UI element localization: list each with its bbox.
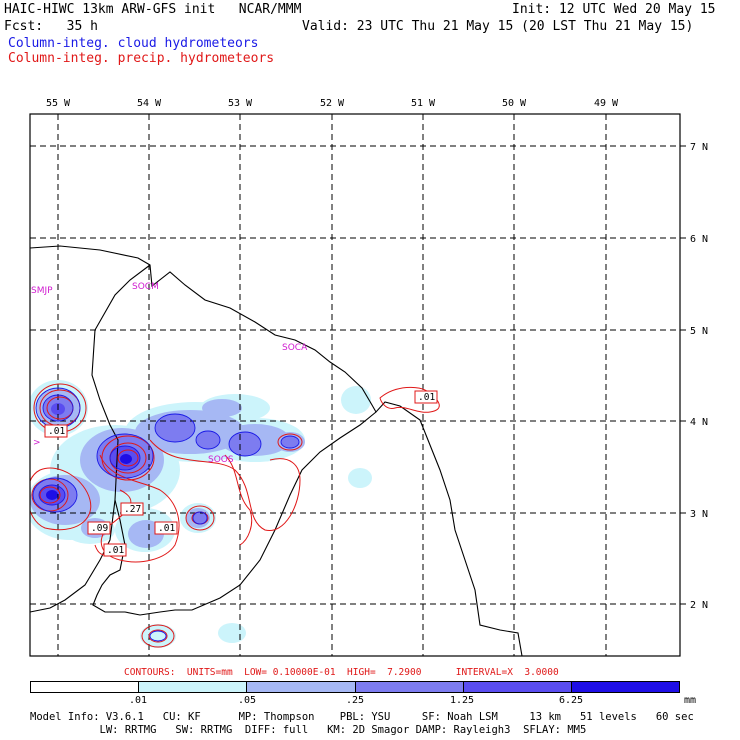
- forecast-hour: Fcst: 35 h: [4, 19, 98, 34]
- contour-label: .27: [124, 504, 141, 515]
- field-cloud-legend: Column-integ. cloud hydrometeors: [8, 36, 259, 51]
- station-soca: SOCA: [282, 343, 308, 353]
- coastline: [30, 245, 523, 656]
- lon-label: 51 W: [411, 98, 436, 109]
- colorbar-seg: [247, 682, 356, 692]
- colorbar-tick: 1.25: [450, 695, 475, 706]
- contour-label: .01: [158, 523, 175, 534]
- lat-label: 4 N: [690, 417, 708, 428]
- lon-label: 50 W: [502, 98, 527, 109]
- valid-time: Valid: 23 UTC Thu 21 May 15 (20 LST Thu …: [302, 19, 694, 34]
- map-frame: [29, 113, 681, 657]
- colorbar-seg: [463, 682, 572, 692]
- station-smjp: SMJP: [31, 286, 53, 296]
- model-info-line1: Model Info: V3.6.1 CU: KF MP: Thompson P…: [30, 711, 694, 723]
- contour-label: .01: [48, 426, 65, 437]
- init-time: Init: 12 UTC Wed 20 May 15: [512, 2, 716, 17]
- precip-contours: [30, 383, 440, 648]
- colorbar-tick: 6.25: [559, 695, 584, 706]
- colorbar-tick: .01: [129, 695, 148, 706]
- lon-label: 55 W: [46, 98, 71, 109]
- lon-labels: 55 W 54 W 53 W 52 W 51 W 50 W 49 W: [46, 98, 619, 109]
- lat-label: 2 N: [690, 600, 708, 611]
- contours-info: CONTOURS: UNITS=mm LOW= 0.10000E-01 HIGH…: [124, 667, 559, 678]
- contour-label: .01: [107, 545, 124, 556]
- station-socm: SOCM: [132, 282, 159, 292]
- colorbar-tick: .05: [238, 695, 257, 706]
- lat-label: 7 N: [690, 142, 708, 153]
- colorbar-seg: [139, 682, 248, 692]
- station-marker: >: [33, 438, 41, 448]
- colorbar-seg: [355, 682, 464, 692]
- contour-value-labels: .01 .01 .27 .09 .01 .01: [44, 390, 438, 557]
- lon-label: 49 W: [594, 98, 619, 109]
- lon-label: 53 W: [228, 98, 253, 109]
- colorbar: [30, 681, 680, 693]
- station-soos: SOOS: [208, 455, 234, 465]
- colorbar-units: mm: [684, 695, 697, 706]
- lon-label: 54 W: [137, 98, 162, 109]
- lat-ticks: [680, 145, 686, 605]
- contour-label: .01: [418, 392, 435, 403]
- lat-label: 6 N: [690, 234, 708, 245]
- lat-label: 5 N: [690, 326, 708, 337]
- model-title: HAIC-HIWC 13km ARW-GFS init NCAR/MMM: [4, 2, 302, 17]
- colorbar-seg: [571, 682, 680, 692]
- graticule: [30, 114, 680, 656]
- cloud-contours: [32, 387, 300, 642]
- contour-label: .09: [91, 523, 108, 534]
- lat-labels: 7 N 6 N 5 N 4 N 3 N 2 N: [690, 142, 708, 611]
- lat-label: 3 N: [690, 509, 708, 520]
- field-precip-legend: Column-integ. precip. hydrometeors: [8, 51, 275, 66]
- station-labels: SMJP SOCM SOCA SOOS >: [31, 282, 308, 465]
- colorbar-seg: [31, 682, 140, 692]
- lon-label: 52 W: [320, 98, 345, 109]
- colorbar-tick: .25: [346, 695, 365, 706]
- model-info-line2: LW: RRTMG SW: RRTMG DIFF: full KM: 2D Sm…: [30, 724, 587, 736]
